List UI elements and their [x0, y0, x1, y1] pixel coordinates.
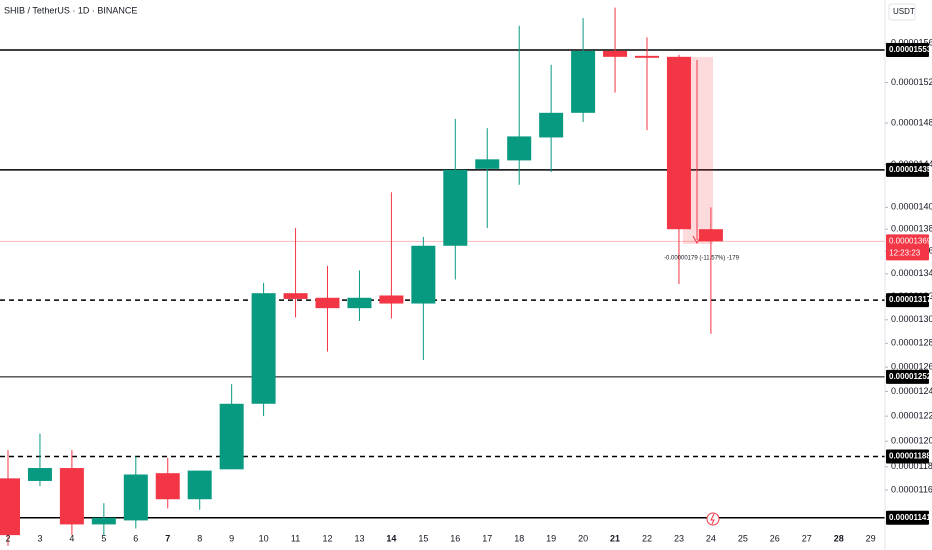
x-tick-label: 23: [674, 533, 684, 543]
level-label: 0.00001553: [889, 45, 932, 54]
x-tick-label: 10: [259, 533, 269, 543]
candle-body: [603, 50, 628, 57]
x-tick-label: 8: [197, 533, 202, 543]
x-tick-label: 14: [386, 533, 396, 543]
level-label-box: [886, 42, 929, 57]
x-tick-label: 3: [37, 533, 42, 543]
x-tick-label: 28: [834, 533, 844, 543]
x-tick-label: 2: [5, 533, 10, 543]
level-label-box: [886, 162, 929, 177]
level-label-box: [886, 369, 929, 384]
candle-body: [27, 468, 52, 481]
level-label-box: [886, 293, 929, 308]
x-tick-label: 11: [291, 533, 300, 543]
currency-box[interactable]: [888, 3, 916, 21]
candle-body: [571, 50, 596, 113]
measure-box: [683, 57, 713, 244]
candle-body: [411, 245, 436, 304]
level-label-box: [886, 449, 929, 464]
x-tick-label: 21: [610, 533, 620, 543]
candle-body: [59, 468, 84, 525]
countdown-label: 12:23:23: [889, 248, 921, 257]
candle-body: [315, 297, 340, 309]
x-tick-label: 7: [165, 533, 170, 543]
x-tick-label: 16: [450, 533, 460, 543]
level-label-box: [886, 510, 929, 525]
candle-body: [347, 297, 372, 309]
x-tick-label: 9: [229, 533, 234, 543]
candle-body: [91, 517, 116, 525]
x-tick-label: 5: [101, 533, 106, 543]
price-label-box: [886, 234, 929, 261]
candle-body: [698, 229, 723, 242]
candle-body: [379, 295, 404, 304]
candle-body: [507, 136, 532, 161]
x-tick-label: 15: [418, 533, 428, 543]
x-tick-label: 18: [514, 533, 524, 543]
currency-label[interactable]: USDT: [893, 7, 915, 16]
plot-area: [0, 7, 885, 546]
x-tick-label: 22: [642, 533, 652, 543]
measure-label: -0.00000179 (-11.57%) -179: [664, 256, 740, 262]
x-tick-label: 19: [546, 533, 556, 543]
candle-body: [123, 474, 148, 521]
x-tick-label: 13: [354, 533, 364, 543]
candle-body: [635, 55, 659, 58]
level-label: 0.00001317: [889, 295, 932, 304]
x-tick-label: 6: [133, 533, 138, 543]
x-tick-label: 29: [866, 533, 876, 543]
candle-body: [251, 293, 276, 404]
y-tick-label: 0.00001162: [891, 484, 932, 494]
candle-body: [155, 473, 180, 500]
candle-body: [443, 169, 468, 246]
level-label: 0.00001252: [889, 372, 932, 381]
chart-title: SHIB / TetherUS · 1D · BINANCE: [4, 5, 137, 15]
x-tick-label: 20: [578, 533, 588, 543]
x-tick-label: 26: [770, 533, 780, 543]
x-tick-label: 27: [802, 533, 812, 543]
time-axis: 2 3 4 5 6 7 8 9 10 11 12 13 14 15 16 17 18 19 20 21 22 23 24 25…: [5, 533, 875, 543]
candle-body: [475, 159, 500, 169]
price-axis: 0.000015600.000015200.000014800.00001440…: [885, 38, 932, 525]
x-tick-label: 24: [706, 533, 716, 543]
x-tick-label: 4: [69, 533, 74, 543]
level-label: 0.00001435: [889, 165, 932, 174]
x-tick-label: 17: [482, 533, 492, 543]
x-tick-label: 25: [738, 533, 748, 543]
candle-body: [666, 56, 691, 230]
candle-body: [539, 112, 564, 138]
candle-body: [0, 478, 20, 536]
level-label: 0.00001188: [889, 452, 931, 461]
event-icon[interactable]: [706, 512, 720, 526]
candle-body: [283, 293, 308, 299]
candle-body: [187, 470, 212, 500]
x-tick-label: 12: [322, 533, 332, 543]
price-label: 0.00001369: [889, 236, 932, 245]
candle-body: [219, 403, 244, 470]
measure-arrow-head: [692, 235, 702, 245]
level-label: 0.00001141: [889, 513, 931, 522]
